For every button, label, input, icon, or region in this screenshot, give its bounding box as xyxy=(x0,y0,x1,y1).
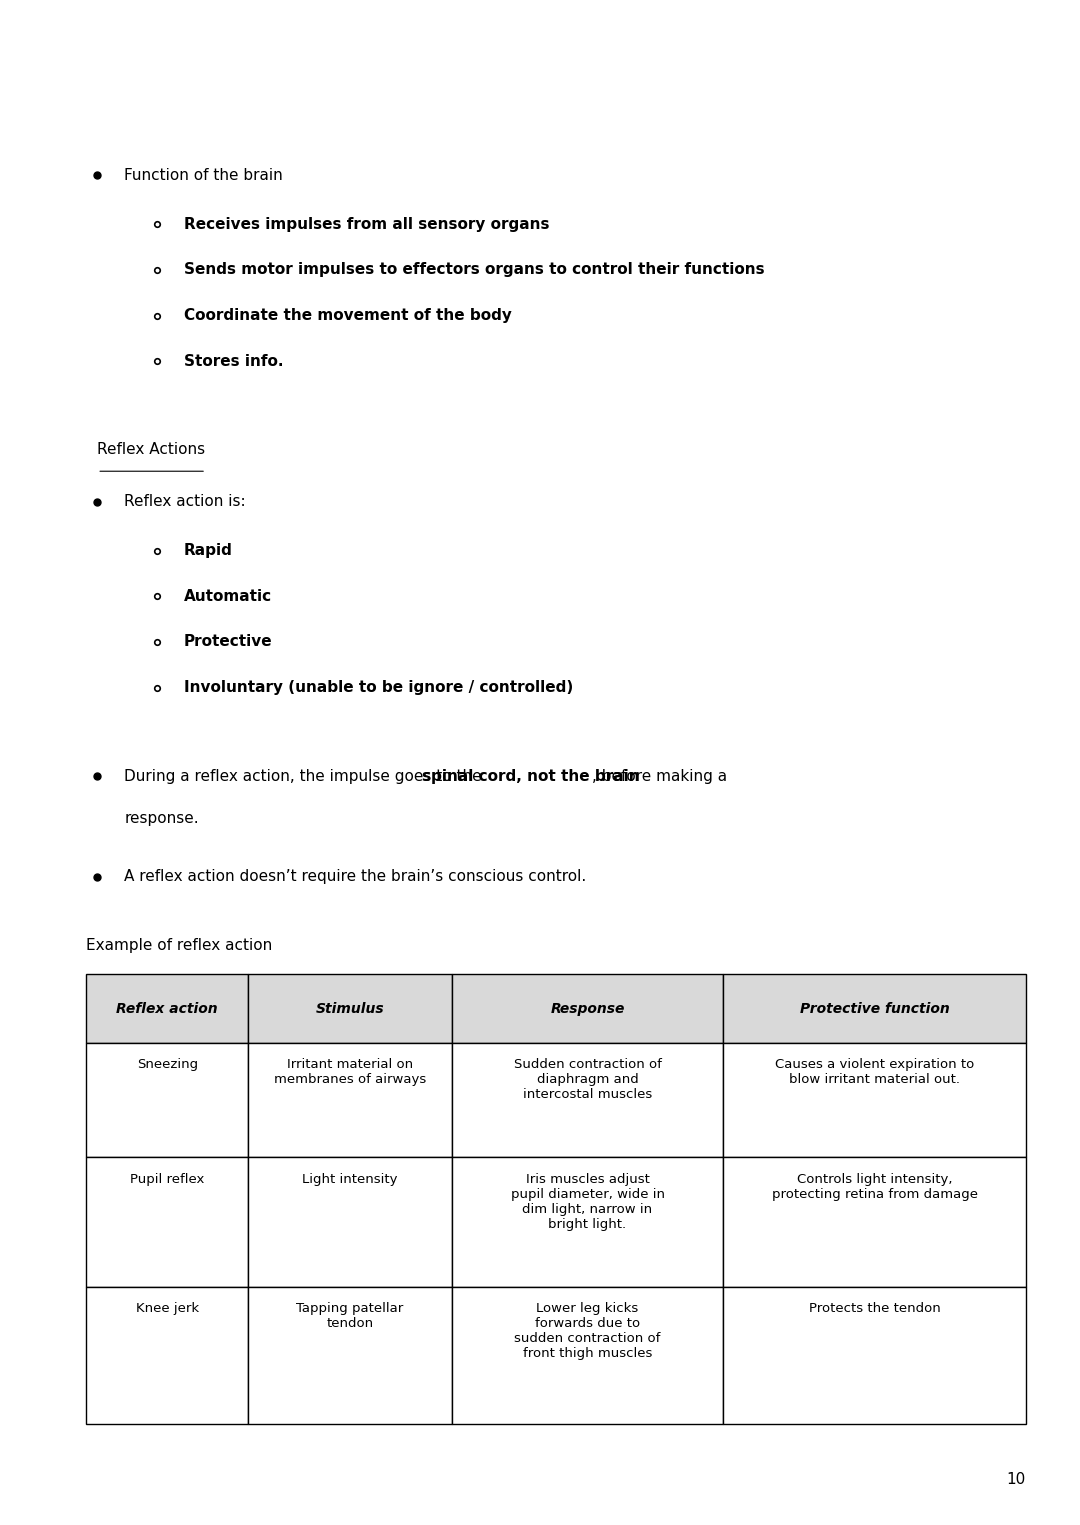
Bar xyxy=(86,1043,248,1157)
Text: Tapping patellar
tendon: Tapping patellar tendon xyxy=(296,1302,404,1330)
Text: Iris muscles adjust
pupil diameter, wide in
dim light, narrow in
bright light.: Iris muscles adjust pupil diameter, wide… xyxy=(511,1173,664,1231)
Bar xyxy=(451,1157,724,1287)
Text: Protects the tendon: Protects the tendon xyxy=(809,1302,941,1316)
Bar xyxy=(248,1157,451,1287)
Text: Response: Response xyxy=(551,1002,624,1016)
Bar xyxy=(248,1287,451,1424)
Text: Rapid: Rapid xyxy=(184,543,232,558)
Bar xyxy=(451,1287,724,1424)
Text: Pupil reflex: Pupil reflex xyxy=(130,1173,204,1186)
Text: Controls light intensity,
protecting retina from damage: Controls light intensity, protecting ret… xyxy=(771,1173,977,1200)
Text: Lower leg kicks
forwards due to
sudden contraction of
front thigh muscles: Lower leg kicks forwards due to sudden c… xyxy=(514,1302,661,1360)
Bar xyxy=(248,974,451,1043)
Text: Reflex action: Reflex action xyxy=(117,1002,218,1016)
Bar xyxy=(248,1043,451,1157)
Text: 10: 10 xyxy=(1007,1472,1026,1487)
Bar xyxy=(724,1043,1026,1157)
Text: Stores info.: Stores info. xyxy=(184,354,283,369)
Text: Light intensity: Light intensity xyxy=(302,1173,397,1186)
Bar xyxy=(724,1157,1026,1287)
Text: Reflex action is:: Reflex action is: xyxy=(124,494,246,509)
Text: Sends motor impulses to effectors organs to control their functions: Sends motor impulses to effectors organs… xyxy=(184,262,765,278)
Text: Irritant material on
membranes of airways: Irritant material on membranes of airway… xyxy=(274,1058,427,1086)
Bar xyxy=(86,1157,248,1287)
Text: Knee jerk: Knee jerk xyxy=(136,1302,199,1316)
Text: Example of reflex action: Example of reflex action xyxy=(86,938,272,953)
Text: A reflex action doesn’t require the brain’s conscious control.: A reflex action doesn’t require the brai… xyxy=(124,869,586,884)
Text: Sudden contraction of
diaphragm and
intercostal muscles: Sudden contraction of diaphragm and inte… xyxy=(514,1058,661,1101)
Text: response.: response. xyxy=(124,811,199,827)
Text: Stimulus: Stimulus xyxy=(315,1002,384,1016)
Bar xyxy=(724,1287,1026,1424)
Text: Function of the brain: Function of the brain xyxy=(124,168,283,183)
Text: Protective function: Protective function xyxy=(800,1002,949,1016)
Text: spinal cord, not the brain: spinal cord, not the brain xyxy=(422,769,640,784)
Text: Coordinate the movement of the body: Coordinate the movement of the body xyxy=(184,308,512,323)
Bar xyxy=(724,974,1026,1043)
Text: Protective: Protective xyxy=(184,634,272,650)
Text: During a reflex action, the impulse goes to the: During a reflex action, the impulse goes… xyxy=(124,769,487,784)
Bar xyxy=(451,1043,724,1157)
Text: Reflex Actions: Reflex Actions xyxy=(97,442,205,457)
Text: Receives impulses from all sensory organs: Receives impulses from all sensory organ… xyxy=(184,217,549,232)
Bar xyxy=(86,1287,248,1424)
Text: , before making a: , before making a xyxy=(592,769,727,784)
Text: Sneezing: Sneezing xyxy=(137,1058,198,1072)
Text: Involuntary (unable to be ignore / controlled): Involuntary (unable to be ignore / contr… xyxy=(184,680,572,695)
Bar xyxy=(451,974,724,1043)
Bar xyxy=(86,974,248,1043)
Text: Causes a violent expiration to
blow irritant material out.: Causes a violent expiration to blow irri… xyxy=(775,1058,974,1086)
Text: Automatic: Automatic xyxy=(184,589,272,604)
